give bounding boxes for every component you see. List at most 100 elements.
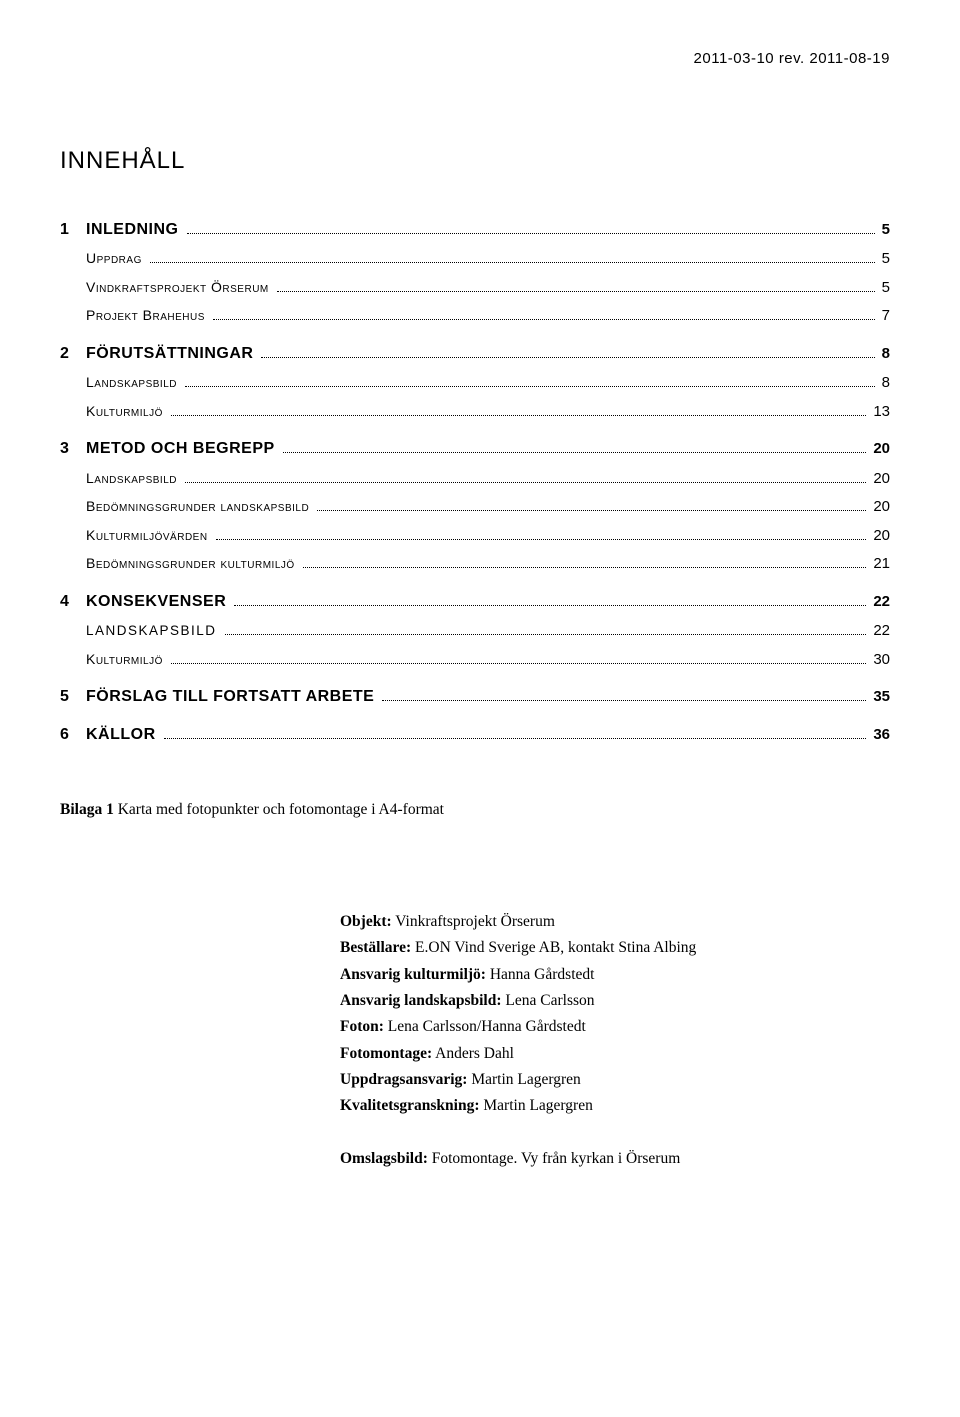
header-revision-date: 2011-03-10 rev. 2011-08-19 (60, 50, 890, 67)
toc-row: Landskapsbild 20 (60, 465, 890, 494)
meta-value: Lena Carlsson/Hanna Gårdstedt (384, 1018, 586, 1035)
toc-row: 6KÄLLOR 36 (60, 720, 890, 750)
toc-row: 1INLEDNING 5 (60, 215, 890, 245)
meta-foton: Foton: Lena Carlsson/Hanna Gårdstedt (340, 1014, 890, 1040)
meta-ansvarig-landskapsbild: Ansvarig landskapsbild: Lena Carlsson (340, 988, 890, 1014)
meta-kvalitetsgranskning: Kvalitetsgranskning: Martin Lagergren (340, 1093, 890, 1119)
toc-page: 7 (879, 302, 890, 331)
toc-row: 3METOD OCH BEGREPP 20 (60, 434, 890, 464)
toc-leader-dots (277, 291, 875, 292)
toc-leader-dots (216, 539, 867, 540)
toc-row: Kulturmiljö 13 (60, 398, 890, 427)
toc-label: Landskapsbild (86, 369, 181, 396)
toc-number: 4 (60, 587, 86, 617)
toc-number: 1 (60, 215, 86, 245)
appendix-line: Bilaga 1 Karta med fotopunkter och fotom… (60, 801, 890, 819)
document-title: INNEHÅLL (60, 147, 890, 175)
appendix-prefix: Bilaga 1 (60, 801, 114, 818)
toc-page: 8 (879, 340, 890, 369)
toc-row: Bedömningsgrunder landskapsbild20 (60, 493, 890, 522)
meta-label: Kvalitetsgranskning: (340, 1097, 480, 1114)
toc-page: 5 (879, 274, 890, 303)
toc-leader-dots (382, 700, 866, 701)
toc-page: 5 (879, 216, 890, 245)
toc-leader-dots (303, 567, 867, 568)
meta-label: Beställare: (340, 939, 411, 956)
toc-label: LANDSKAPSBILD (86, 618, 221, 644)
meta-label: Foton: (340, 1018, 384, 1035)
meta-bestallare: Beställare: E.ON Vind Sverige AB, kontak… (340, 935, 890, 961)
toc-label: METOD OCH BEGREPP (86, 434, 279, 464)
appendix-rest: Karta med fotopunkter och fotomontage i … (114, 801, 444, 818)
toc-label: Landskapsbild (86, 465, 181, 492)
toc-label: Kulturmiljövärden (86, 522, 212, 549)
toc-number: 3 (60, 434, 86, 464)
meta-label: Ansvarig kulturmiljö: (340, 966, 486, 983)
toc-label: Vindkraftsprojekt Örserum (86, 274, 273, 301)
meta-label: Objekt: (340, 913, 392, 930)
meta-label: Ansvarig landskapsbild: (340, 992, 502, 1009)
toc-label: KONSEKVENSER (86, 587, 230, 617)
toc-label: Projekt Brahehus (86, 302, 209, 329)
toc-row: Uppdrag 5 (60, 245, 890, 274)
toc-leader-dots (171, 663, 866, 664)
meta-value: Anders Dahl (432, 1045, 514, 1062)
toc-leader-dots (150, 262, 875, 263)
toc-label: Bedömningsgrunder kulturmiljö (86, 550, 299, 577)
toc-leader-dots (171, 415, 866, 416)
toc-page: 30 (870, 646, 890, 675)
toc-page: 5 (879, 245, 890, 274)
meta-value: Vinkraftsprojekt Örserum (392, 913, 555, 930)
toc-leader-dots (234, 605, 866, 606)
toc-number: 6 (60, 720, 86, 750)
toc-label: Uppdrag (86, 245, 146, 272)
meta-fotomontage: Fotomontage: Anders Dahl (340, 1041, 890, 1067)
toc-row: LANDSKAPSBILD 22 (60, 617, 890, 646)
toc-page: 20 (870, 493, 890, 522)
metadata-block: Objekt: Vinkraftsprojekt Örserum Beställ… (60, 909, 890, 1172)
toc-page: 20 (870, 522, 890, 551)
toc-page: 20 (870, 465, 890, 494)
toc-label: FÖRSLAG TILL FORTSATT ARBETE (86, 682, 378, 712)
toc-page: 36 (870, 721, 890, 750)
toc-leader-dots (283, 452, 867, 453)
toc-label: KÄLLOR (86, 720, 160, 750)
toc-leader-dots (261, 357, 874, 358)
toc-page: 20 (870, 435, 890, 464)
meta-value: Martin Lagergren (480, 1097, 593, 1114)
toc-label: Kulturmiljö (86, 398, 167, 425)
toc-page: 22 (870, 617, 890, 646)
toc-page: 22 (870, 588, 890, 617)
meta-label: Uppdragsansvarig: (340, 1071, 467, 1088)
toc-leader-dots (225, 634, 867, 635)
meta-value: Fotomontage. Vy från kyrkan i Örserum (428, 1150, 680, 1167)
toc-row: 4KONSEKVENSER 22 (60, 587, 890, 617)
meta-value: E.ON Vind Sverige AB, kontakt Stina Albi… (411, 939, 696, 956)
toc-label: INLEDNING (86, 215, 183, 245)
meta-ansvarig-kulturmiljo: Ansvarig kulturmiljö: Hanna Gårdstedt (340, 962, 890, 988)
table-of-contents: 1INLEDNING 5 Uppdrag 5 Vindkraftsprojekt Örs… (60, 215, 890, 751)
toc-leader-dots (317, 510, 866, 511)
toc-row: Landskapsbild 8 (60, 369, 890, 398)
toc-number: 5 (60, 682, 86, 712)
toc-leader-dots (187, 233, 875, 234)
toc-label: Kulturmiljö (86, 646, 167, 673)
meta-label: Omslagsbild: (340, 1150, 428, 1167)
toc-number: 2 (60, 339, 86, 369)
toc-leader-dots (213, 319, 875, 320)
toc-row: Kulturmiljövärden 20 (60, 522, 890, 551)
toc-leader-dots (185, 386, 875, 387)
meta-value: Hanna Gårdstedt (486, 966, 594, 983)
meta-omslagsbild: Omslagsbild: Fotomontage. Vy från kyrkan… (340, 1146, 890, 1172)
toc-page: 13 (870, 398, 890, 427)
toc-page: 35 (870, 683, 890, 712)
toc-page: 8 (879, 369, 890, 398)
toc-row: Projekt Brahehus 7 (60, 302, 890, 331)
meta-value: Martin Lagergren (467, 1071, 580, 1088)
meta-value: Lena Carlsson (502, 992, 595, 1009)
toc-row: Bedömningsgrunder kulturmiljö 21 (60, 550, 890, 579)
meta-uppdragsansvarig: Uppdragsansvarig: Martin Lagergren (340, 1067, 890, 1093)
toc-leader-dots (164, 738, 867, 739)
toc-row: 5FÖRSLAG TILL FORTSATT ARBETE 35 (60, 682, 890, 712)
toc-page: 21 (870, 550, 890, 579)
